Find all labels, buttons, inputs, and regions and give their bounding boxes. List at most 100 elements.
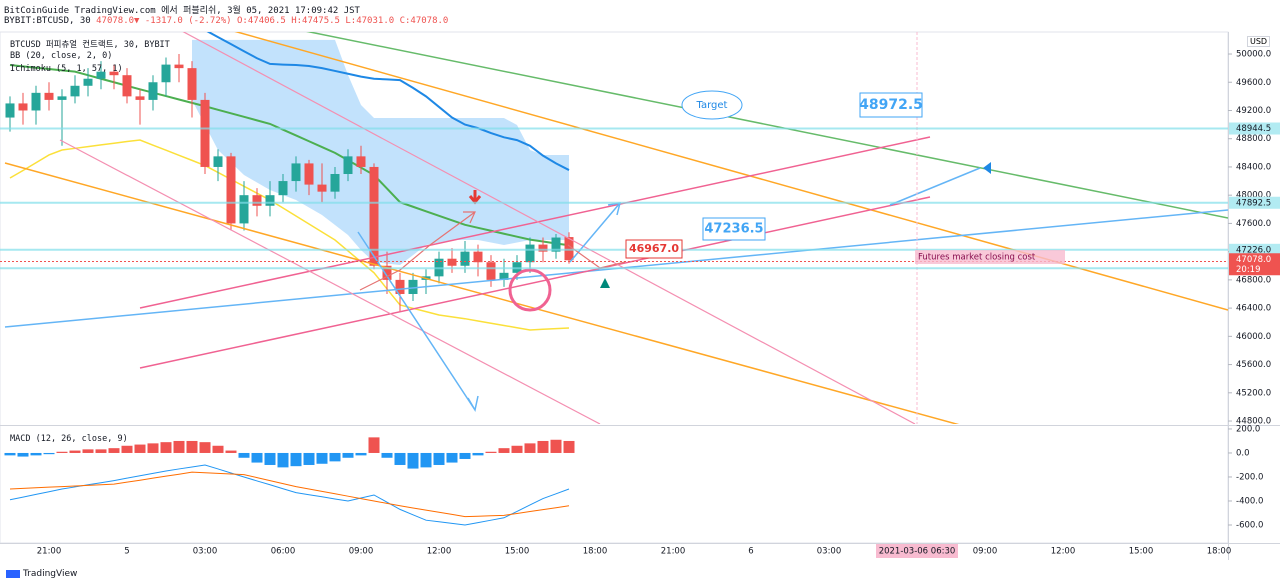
macd-bar [225, 450, 237, 453]
price-line-tag [1229, 196, 1280, 209]
x-tick-label: 21:00 [37, 547, 62, 557]
macd-bar [199, 442, 211, 453]
macd-bar [329, 452, 341, 462]
y-tick-label: -200.0 [1236, 472, 1263, 482]
x-tick-label: 12:00 [427, 547, 452, 557]
y-tick-label: -400.0 [1236, 496, 1263, 506]
macd-bar [303, 452, 315, 465]
countdown: 20:19 [1236, 265, 1261, 275]
candle-body [499, 272, 509, 280]
x-tick-label: 18:00 [1207, 547, 1232, 557]
macd-bar [251, 452, 263, 463]
macd-bar [511, 445, 523, 453]
candle-body [109, 71, 119, 76]
macd-bar [420, 452, 432, 468]
macd-line [9, 471, 570, 518]
y-tick-label: 48800.0 [1236, 134, 1271, 144]
candle-body [83, 78, 93, 86]
candle-body [174, 64, 184, 69]
candle-body [31, 92, 41, 111]
legend-line: BTCUSD 퍼피츄얼 컨트랙트, 30, BYBIT [10, 40, 170, 50]
candle-body [135, 96, 145, 100]
candle-body [317, 184, 327, 192]
candle-body [356, 156, 366, 167]
candle-body [408, 279, 418, 294]
symbol: BYBIT:BTCUSD, 30 [4, 16, 91, 26]
macd-bar [459, 452, 471, 459]
candle-body [278, 181, 288, 196]
candle-body [538, 244, 548, 252]
macd-bar [524, 443, 536, 453]
arrow [359, 211, 476, 291]
bb-upper [206, 32, 570, 171]
ohlc: O:47406.5 H:47475.5 L:47031.0 C:47078.0 [237, 16, 449, 26]
macd-bar [108, 448, 120, 453]
candle-body [291, 163, 301, 182]
callout-text: 46967.0 [629, 242, 679, 255]
drawings: Target 48972.5 47236.5 46967.0 Futures marke… [0, 32, 1228, 424]
last-price-tag [1229, 253, 1280, 276]
y-tick-label: 46000.0 [1236, 332, 1271, 342]
candle-body [200, 99, 210, 167]
y-tick-label: 49200.0 [1236, 106, 1271, 116]
y-tick-label: 45200.0 [1236, 388, 1271, 398]
x-tick-label: 06:00 [271, 547, 296, 557]
footer: TradingView [6, 569, 77, 579]
callout-text: Target [696, 100, 728, 111]
macd-bar [186, 440, 198, 453]
note-box [915, 250, 1065, 264]
macd-bar [537, 440, 549, 453]
candle-body [473, 251, 483, 263]
trend-line [139, 136, 931, 309]
x-tick-label: 03:00 [817, 547, 842, 557]
macd-bar [147, 443, 159, 453]
candle-body [96, 71, 106, 79]
macd-bar [121, 445, 133, 453]
candle-body [525, 244, 535, 263]
x-tick-label: 21:00 [661, 547, 686, 557]
trend-line [182, 32, 916, 424]
y-tick-label: 0.0 [1236, 448, 1250, 458]
header-quote: BYBIT:BTCUSD, 30 47078.0▼ -1317.0 (-2.72… [4, 16, 448, 26]
x-tick-label: 12:00 [1051, 547, 1076, 557]
arrow [889, 167, 981, 206]
trend-line [306, 32, 1228, 219]
logo [6, 569, 20, 578]
price-line-tag [1229, 122, 1280, 135]
macd-bar [212, 445, 224, 453]
callout-box [625, 239, 683, 259]
x-tick-label: 6 [748, 547, 753, 557]
candle-body [382, 265, 392, 280]
callout-text: 48972.5 [859, 97, 923, 113]
macd-bar [498, 448, 510, 453]
candle-body [252, 195, 262, 206]
macd-bar [355, 452, 367, 456]
x-tick-label: 5 [124, 547, 129, 557]
macd-bar [381, 452, 393, 458]
macd-bar [69, 450, 81, 453]
y-tick-label: 200.0 [1236, 424, 1260, 434]
header-title: BitCoinGuide TradingView.com 에서 퍼블리쉬, 3월… [4, 6, 360, 16]
arrow-up [600, 278, 610, 288]
legend-line: BB (20, close, 2, 0) [10, 51, 113, 61]
ichimoku-cloud [192, 39, 569, 266]
y-tick-label: 49600.0 [1236, 78, 1271, 88]
macd-bar [368, 437, 380, 453]
candle-body [226, 156, 236, 224]
candle-body [330, 174, 340, 192]
callout-box [859, 92, 923, 118]
macd-bar [290, 452, 302, 467]
legend-line: Ichimoku (5, 1, 57, 1) [10, 64, 123, 74]
y-tick-label: 47600.0 [1236, 219, 1271, 229]
x-tick-label: 15:00 [1129, 547, 1154, 557]
candle-body [44, 92, 54, 100]
y-tick-label: 46800.0 [1236, 275, 1271, 285]
candle-body [161, 64, 171, 83]
candle-body [564, 237, 574, 261]
callout-text: 47236.5 [704, 222, 763, 237]
macd-bar [446, 452, 458, 463]
macd-bar [472, 452, 484, 456]
y-tick-label: 48000.0 [1236, 191, 1271, 201]
macd-bar [550, 439, 562, 453]
